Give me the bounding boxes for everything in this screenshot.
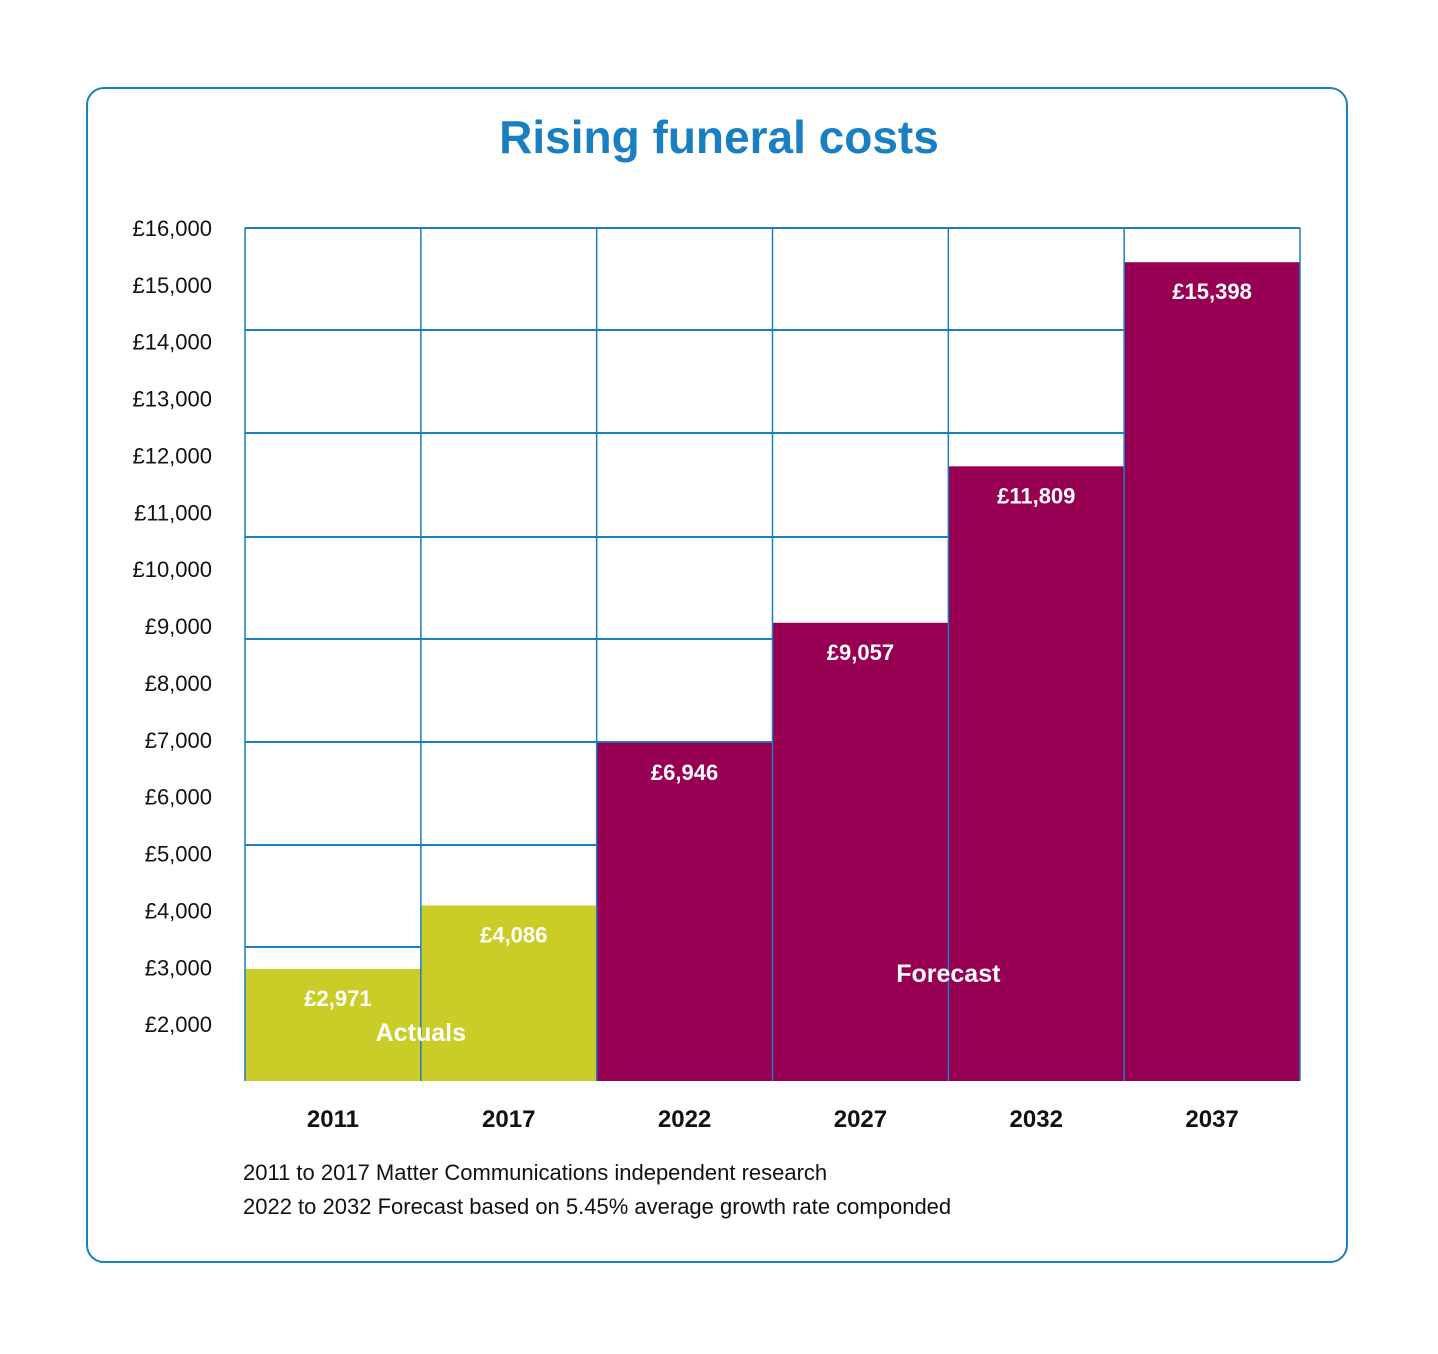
chart-title: Rising funeral costs (499, 111, 939, 163)
bar-2032 (948, 466, 1125, 1081)
data-label-2011: £2,971 (304, 986, 371, 1011)
x-tick-label: 2022 (658, 1106, 711, 1133)
y-tick-label: £9,000 (145, 614, 212, 639)
x-tick-label: 2032 (1010, 1106, 1063, 1133)
x-tick-label: 2017 (482, 1106, 535, 1133)
bar-2017 (420, 905, 597, 1081)
y-tick-label: £10,000 (132, 557, 212, 582)
y-tick-label: £4,000 (145, 898, 212, 923)
source-note-1: 2011 to 2017 Matter Communications indep… (243, 1160, 828, 1185)
y-tick-label: £14,000 (132, 330, 212, 355)
data-label-2017: £4,086 (480, 923, 547, 948)
data-label-2032: £11,809 (997, 483, 1075, 508)
y-tick-label: £5,000 (145, 842, 212, 867)
y-tick-label: £12,000 (132, 443, 212, 468)
x-tick-label: 2037 (1185, 1106, 1238, 1133)
bar-2037 (1124, 262, 1300, 1081)
bar-2011 (245, 968, 421, 1081)
data-label-2022: £6,946 (651, 760, 718, 785)
y-tick-label: £6,000 (145, 785, 212, 810)
data-label-2037: £15,398 (1172, 279, 1252, 304)
y-tick-label: £7,000 (145, 728, 212, 753)
y-tick-label: £8,000 (145, 671, 212, 696)
data-label-2027: £9,057 (827, 640, 894, 665)
y-tick-label: £2,000 (145, 1012, 212, 1037)
y-tick-label: £13,000 (132, 387, 212, 412)
y-tick-label: £15,000 (132, 273, 212, 298)
x-tick-label: 2027 (834, 1106, 887, 1133)
x-tick-label: 2011 (307, 1106, 359, 1133)
bar-2027 (772, 622, 949, 1081)
y-tick-label: £16,000 (132, 216, 212, 241)
group-label-forecast: Forecast (896, 960, 1001, 988)
source-note-2: 2022 to 2032 Forecast based on 5.45% ave… (243, 1194, 952, 1219)
y-tick-label: £11,000 (134, 500, 212, 525)
group-label-actuals: Actuals (376, 1019, 466, 1047)
chart-card (86, 87, 1348, 1263)
y-tick-label: £3,000 (145, 955, 212, 980)
bar-2022 (596, 742, 773, 1081)
